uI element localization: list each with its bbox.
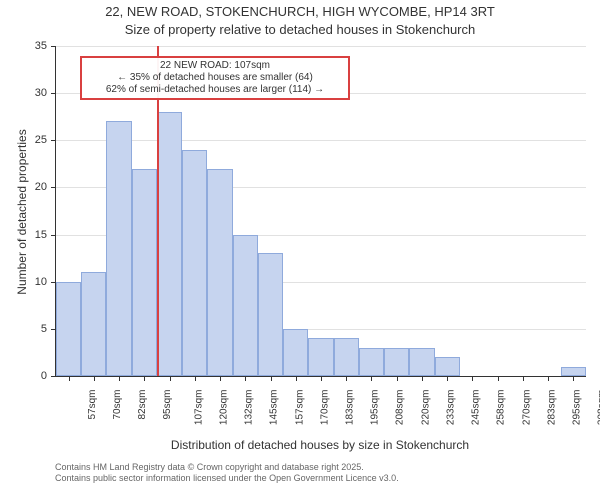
attribution: Contains HM Land Registry data © Crown c…	[55, 462, 399, 484]
ytick-label: 0	[0, 370, 47, 382]
gridline	[56, 46, 586, 47]
xtick-mark	[69, 376, 70, 381]
xtick-label: 208sqm	[395, 390, 406, 426]
histogram-bar	[207, 169, 232, 376]
xtick-label: 220sqm	[420, 390, 431, 426]
histogram-bar	[409, 348, 434, 376]
xtick-mark	[548, 376, 549, 381]
gridline	[56, 140, 586, 141]
histogram-bar	[308, 338, 333, 376]
xtick-mark	[573, 376, 574, 381]
xtick-label: 132sqm	[244, 390, 255, 426]
xtick-label: 258sqm	[496, 390, 507, 426]
ytick-label: 5	[0, 323, 47, 335]
xtick-mark	[321, 376, 322, 381]
xtick-mark	[119, 376, 120, 381]
histogram-bar	[435, 357, 460, 376]
xtick-label: 283sqm	[546, 390, 557, 426]
xtick-mark	[498, 376, 499, 381]
xtick-mark	[346, 376, 347, 381]
xtick-mark	[397, 376, 398, 381]
ytick-mark	[51, 140, 56, 141]
histogram-bar	[157, 112, 182, 376]
histogram-bar	[56, 282, 81, 376]
xtick-mark	[245, 376, 246, 381]
histogram-bar	[359, 348, 384, 376]
histogram-bar	[106, 121, 131, 376]
ytick-mark	[51, 376, 56, 377]
marker-callout: 22 NEW ROAD: 107sqm ← 35% of detached ho…	[80, 56, 350, 100]
xtick-label: 145sqm	[269, 390, 280, 426]
xtick-label: 195sqm	[370, 390, 381, 426]
xtick-mark	[472, 376, 473, 381]
histogram-bar	[233, 235, 258, 376]
xtick-label: 57sqm	[87, 390, 98, 420]
ytick-mark	[51, 235, 56, 236]
chart-title-line2: Size of property relative to detached ho…	[0, 22, 600, 37]
xtick-mark	[523, 376, 524, 381]
ytick-label: 15	[0, 229, 47, 241]
xtick-mark	[296, 376, 297, 381]
xtick-label: 157sqm	[294, 390, 305, 426]
histogram-bar	[81, 272, 106, 376]
xtick-label: 295sqm	[572, 390, 583, 426]
ytick-label: 10	[0, 276, 47, 288]
histogram-bar	[132, 169, 157, 376]
histogram-bar	[283, 329, 308, 376]
ytick-label: 35	[0, 40, 47, 52]
xtick-mark	[94, 376, 95, 381]
ytick-mark	[51, 93, 56, 94]
histogram-bar	[561, 367, 586, 376]
xtick-label: 70sqm	[112, 390, 123, 420]
ytick-label: 25	[0, 134, 47, 146]
attribution-line2: Contains public sector information licen…	[55, 473, 399, 484]
xtick-label: 95sqm	[162, 390, 173, 420]
callout-line3: 62% of semi-detached houses are larger (…	[88, 84, 342, 96]
histogram-bar	[182, 150, 207, 376]
histogram-bar	[334, 338, 359, 376]
xtick-label: 270sqm	[521, 390, 532, 426]
attribution-line1: Contains HM Land Registry data © Crown c…	[55, 462, 399, 473]
xtick-mark	[371, 376, 372, 381]
xtick-mark	[422, 376, 423, 381]
xtick-mark	[220, 376, 221, 381]
xtick-label: 233sqm	[446, 390, 457, 426]
xtick-label: 107sqm	[193, 390, 204, 426]
xtick-mark	[447, 376, 448, 381]
xtick-label: 170sqm	[319, 390, 330, 426]
xtick-label: 120sqm	[218, 390, 229, 426]
xtick-mark	[170, 376, 171, 381]
histogram-bar	[258, 253, 283, 376]
xtick-mark	[271, 376, 272, 381]
callout-line1: 22 NEW ROAD: 107sqm	[88, 60, 342, 72]
histogram-bar	[384, 348, 409, 376]
chart-container: { "title": { "line1": "22, NEW ROAD, STO…	[0, 0, 600, 500]
xtick-label: 245sqm	[471, 390, 482, 426]
x-axis-label: Distribution of detached houses by size …	[55, 438, 585, 452]
xtick-mark	[144, 376, 145, 381]
chart-title-line1: 22, NEW ROAD, STOKENCHURCH, HIGH WYCOMBE…	[0, 4, 600, 19]
ytick-label: 30	[0, 87, 47, 99]
xtick-label: 82sqm	[137, 390, 148, 420]
ytick-mark	[51, 187, 56, 188]
ytick-mark	[51, 46, 56, 47]
ytick-label: 20	[0, 181, 47, 193]
callout-line2: ← 35% of detached houses are smaller (64…	[88, 72, 342, 84]
xtick-label: 183sqm	[345, 390, 356, 426]
xtick-mark	[195, 376, 196, 381]
